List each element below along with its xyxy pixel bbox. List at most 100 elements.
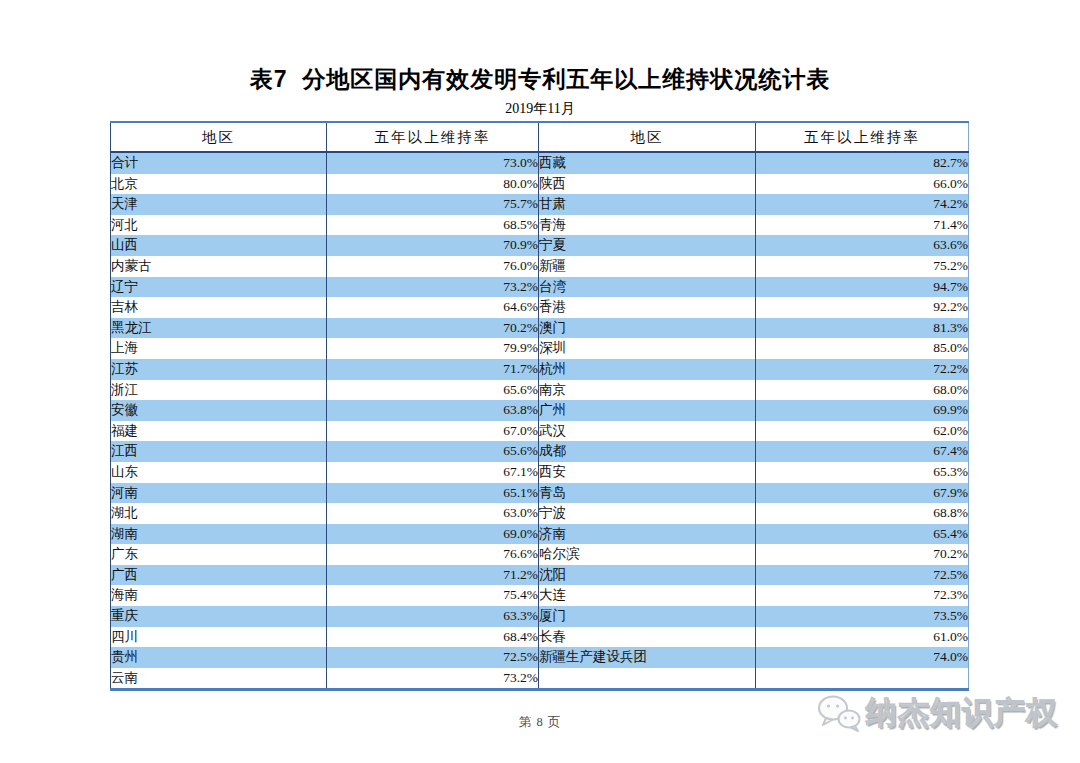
rate-cell: 76.0% <box>327 256 539 277</box>
region-cell: 西安 <box>539 462 756 483</box>
region-cell: 黑龙江 <box>111 318 327 339</box>
region-cell: 青岛 <box>539 483 756 504</box>
header-row: 地区五年以上维持率地区五年以上维持率 <box>111 122 969 152</box>
rate-cell: 69.0% <box>327 524 539 545</box>
region-cell: 广西 <box>111 565 327 586</box>
region-cell: 哈尔滨 <box>539 544 756 565</box>
rate-cell: 73.2% <box>327 277 539 298</box>
region-cell: 浙江 <box>111 380 327 401</box>
column-header: 五年以上维持率 <box>756 122 969 152</box>
region-cell: 江苏 <box>111 359 327 380</box>
rate-cell: 75.2% <box>756 256 969 277</box>
rate-cell: 67.1% <box>327 462 539 483</box>
rate-cell: 73.0% <box>327 152 539 174</box>
rate-cell: 64.6% <box>327 297 539 318</box>
table-row: 合计73.0%西藏82.7% <box>111 152 969 174</box>
region-cell: 甘肃 <box>539 194 756 215</box>
rate-cell: 72.3% <box>756 585 969 606</box>
rate-cell: 67.0% <box>327 421 539 442</box>
region-cell: 湖北 <box>111 503 327 524</box>
region-cell: 北京 <box>111 174 327 195</box>
region-cell: 厦门 <box>539 606 756 627</box>
region-cell: 重庆 <box>111 606 327 627</box>
region-cell: 杭州 <box>539 359 756 380</box>
rate-cell: 65.6% <box>327 441 539 462</box>
region-cell: 陕西 <box>539 174 756 195</box>
rate-cell: 63.6% <box>756 235 969 256</box>
table-row: 江西65.6%成都67.4% <box>111 441 969 462</box>
region-cell: 吉林 <box>111 297 327 318</box>
region-cell: 江西 <box>111 441 327 462</box>
rate-cell: 80.0% <box>327 174 539 195</box>
page-subtitle-date: 2019年11月 <box>0 100 1080 118</box>
region-cell: 沈阳 <box>539 565 756 586</box>
rate-cell: 71.7% <box>327 359 539 380</box>
statistics-table: 地区五年以上维持率地区五年以上维持率 合计73.0%西藏82.7%北京80.0%… <box>110 121 969 691</box>
rate-cell: 63.0% <box>327 503 539 524</box>
region-cell: 贵州 <box>111 647 327 668</box>
region-cell: 大连 <box>539 585 756 606</box>
table-row: 广东76.6%哈尔滨70.2% <box>111 544 969 565</box>
rate-cell: 76.6% <box>327 544 539 565</box>
region-cell: 宁夏 <box>539 235 756 256</box>
region-cell: 长春 <box>539 627 756 648</box>
rate-cell: 73.5% <box>756 606 969 627</box>
rate-cell: 63.3% <box>327 606 539 627</box>
region-cell: 湖南 <box>111 524 327 545</box>
table-row: 贵州72.5%新疆生产建设兵团74.0% <box>111 647 969 668</box>
table-row: 吉林64.6%香港92.2% <box>111 297 969 318</box>
rate-cell: 67.9% <box>756 483 969 504</box>
rate-cell: 68.8% <box>756 503 969 524</box>
table-row: 北京80.0%陕西66.0% <box>111 174 969 195</box>
table-row: 浙江65.6%南京68.0% <box>111 380 969 401</box>
region-cell: 武汉 <box>539 421 756 442</box>
rate-cell: 75.4% <box>327 585 539 606</box>
rate-cell: 65.4% <box>756 524 969 545</box>
rate-cell: 70.9% <box>327 235 539 256</box>
table-row: 四川68.4%长春61.0% <box>111 627 969 648</box>
region-cell: 内蒙古 <box>111 256 327 277</box>
rate-cell: 61.0% <box>756 627 969 648</box>
rate-cell: 63.8% <box>327 400 539 421</box>
table-row: 黑龙江70.2%澳门81.3% <box>111 318 969 339</box>
table-row: 广西71.2%沈阳72.5% <box>111 565 969 586</box>
column-header: 地区 <box>111 122 327 152</box>
rate-cell: 68.4% <box>327 627 539 648</box>
rate-cell: 72.2% <box>756 359 969 380</box>
rate-cell: 67.4% <box>756 441 969 462</box>
region-cell: 河北 <box>111 215 327 236</box>
region-cell: 云南 <box>111 668 327 690</box>
rate-cell: 73.2% <box>327 668 539 690</box>
region-cell: 河南 <box>111 483 327 504</box>
table-row: 河南65.1%青岛67.9% <box>111 483 969 504</box>
watermark-text: 纳杰知识产权 <box>866 692 1058 734</box>
table-row: 云南73.2% <box>111 668 969 690</box>
region-cell: 广州 <box>539 400 756 421</box>
region-cell: 福建 <box>111 421 327 442</box>
rate-cell: 68.5% <box>327 215 539 236</box>
table-row: 重庆63.3%厦门73.5% <box>111 606 969 627</box>
region-cell: 山西 <box>111 235 327 256</box>
rate-cell: 72.5% <box>327 647 539 668</box>
rate-cell: 72.5% <box>756 565 969 586</box>
rate-cell <box>756 668 969 690</box>
document-page: 表7 分地区国内有效发明专利五年以上维持状况统计表 2019年11月 地区五年以… <box>0 0 1080 763</box>
table-row: 湖南69.0%济南65.4% <box>111 524 969 545</box>
rate-cell: 65.6% <box>327 380 539 401</box>
rate-cell: 75.7% <box>327 194 539 215</box>
rate-cell: 79.9% <box>327 338 539 359</box>
region-cell: 新疆 <box>539 256 756 277</box>
region-cell: 宁波 <box>539 503 756 524</box>
region-cell: 安徽 <box>111 400 327 421</box>
table-row: 山东67.1%西安65.3% <box>111 462 969 483</box>
rate-cell: 70.2% <box>327 318 539 339</box>
table-row: 辽宁73.2%台湾94.7% <box>111 277 969 298</box>
region-cell: 辽宁 <box>111 277 327 298</box>
table-row: 湖北63.0%宁波68.8% <box>111 503 969 524</box>
region-cell: 合计 <box>111 152 327 174</box>
region-cell: 海南 <box>111 585 327 606</box>
region-cell: 上海 <box>111 338 327 359</box>
rate-cell: 69.9% <box>756 400 969 421</box>
region-cell: 南京 <box>539 380 756 401</box>
rate-cell: 82.7% <box>756 152 969 174</box>
